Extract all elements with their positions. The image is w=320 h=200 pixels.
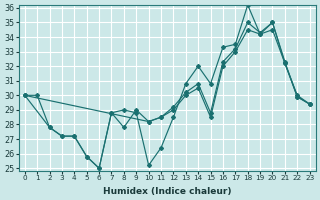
X-axis label: Humidex (Indice chaleur): Humidex (Indice chaleur) [103, 187, 231, 196]
